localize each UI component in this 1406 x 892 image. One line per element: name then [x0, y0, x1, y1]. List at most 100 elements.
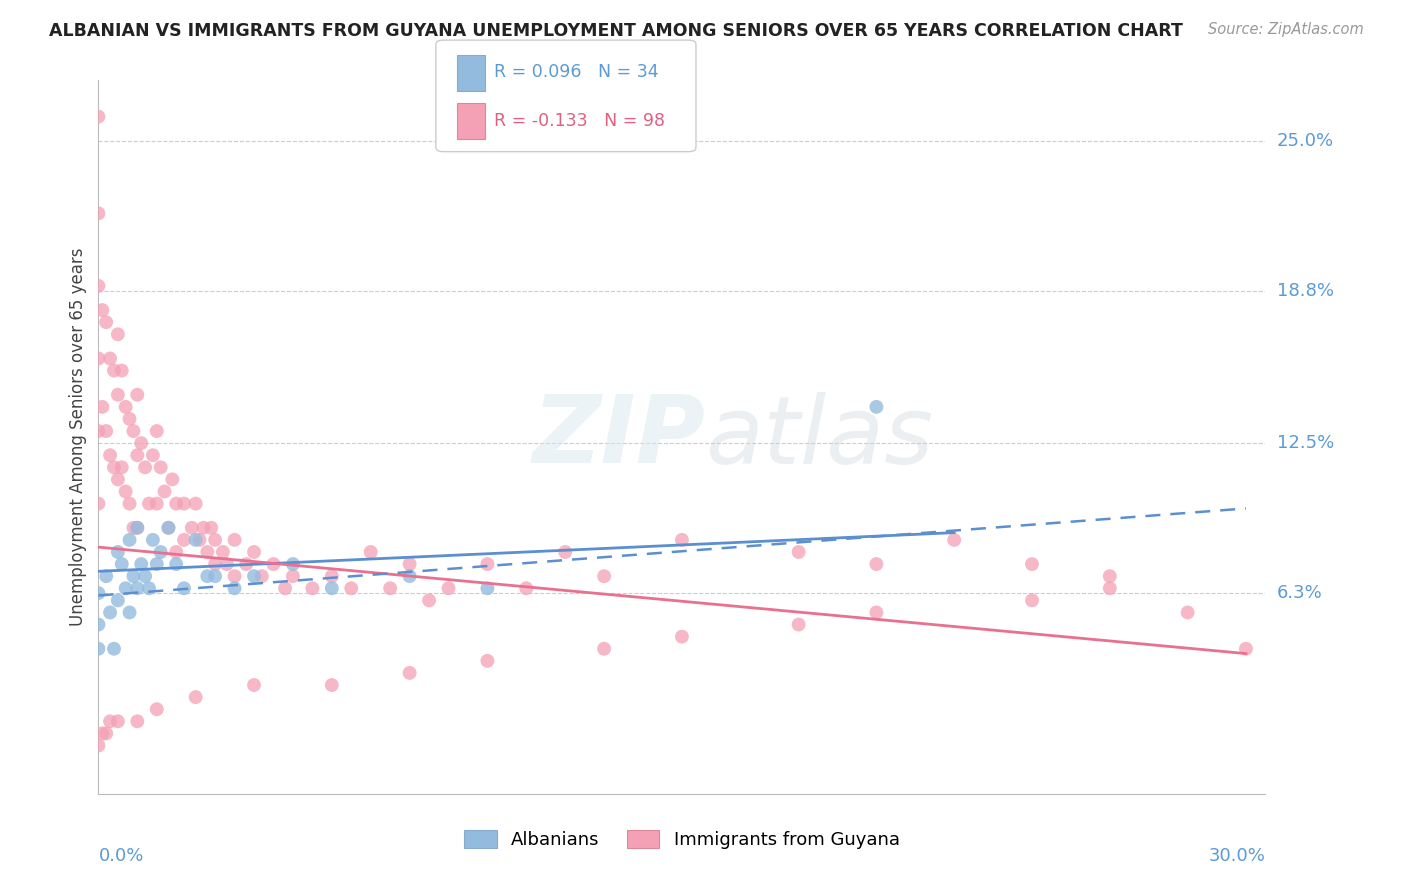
Point — [195, 545, 218, 559]
Point — [142, 448, 165, 462]
Point — [593, 569, 616, 583]
Point — [146, 424, 169, 438]
Point — [554, 545, 576, 559]
Point — [165, 557, 187, 571]
Text: Source: ZipAtlas.com: Source: ZipAtlas.com — [1208, 22, 1364, 37]
Point — [398, 569, 420, 583]
Point — [188, 533, 211, 547]
Point — [96, 726, 118, 740]
Point — [212, 545, 235, 559]
Point — [107, 472, 129, 486]
Point — [98, 448, 121, 462]
Point — [477, 581, 499, 595]
Point — [138, 497, 160, 511]
Point — [224, 569, 246, 583]
Point — [87, 424, 110, 438]
Point — [114, 484, 136, 499]
Point — [87, 497, 110, 511]
Point — [111, 557, 134, 571]
Point — [1234, 641, 1257, 656]
Point — [593, 641, 616, 656]
Point — [122, 424, 145, 438]
Point — [360, 545, 382, 559]
Point — [114, 581, 136, 595]
Point — [96, 424, 118, 438]
Point — [103, 460, 125, 475]
Point — [250, 569, 273, 583]
Point — [477, 557, 499, 571]
Point — [107, 327, 129, 342]
Point — [127, 714, 149, 729]
Point — [149, 545, 172, 559]
Point — [118, 497, 141, 511]
Point — [87, 206, 110, 220]
Point — [103, 363, 125, 377]
Point — [118, 412, 141, 426]
Point — [127, 448, 149, 462]
Point — [243, 569, 266, 583]
Point — [180, 521, 202, 535]
Point — [87, 279, 110, 293]
Point — [129, 557, 152, 571]
Point — [184, 497, 207, 511]
Point — [380, 581, 402, 595]
Point — [98, 351, 121, 366]
Text: 0.0%: 0.0% — [98, 847, 143, 865]
Point — [195, 569, 218, 583]
Point — [165, 545, 187, 559]
Point — [398, 665, 420, 680]
Point — [107, 714, 129, 729]
Point — [1177, 606, 1199, 620]
Point — [281, 557, 304, 571]
Point — [122, 521, 145, 535]
Point — [114, 400, 136, 414]
Point — [235, 557, 257, 571]
Point — [193, 521, 215, 535]
Point — [224, 581, 246, 595]
Point — [146, 702, 169, 716]
Point — [204, 569, 226, 583]
Point — [301, 581, 323, 595]
Text: ALBANIAN VS IMMIGRANTS FROM GUYANA UNEMPLOYMENT AMONG SENIORS OVER 65 YEARS CORR: ALBANIAN VS IMMIGRANTS FROM GUYANA UNEMP… — [49, 22, 1182, 40]
Point — [173, 497, 195, 511]
Point — [149, 460, 172, 475]
Point — [87, 586, 110, 600]
Point — [437, 581, 460, 595]
Point — [87, 739, 110, 753]
Point — [398, 557, 420, 571]
Point — [127, 521, 149, 535]
Point — [146, 497, 169, 511]
Point — [173, 581, 195, 595]
Point — [134, 460, 156, 475]
Text: ZIP: ZIP — [533, 391, 706, 483]
Point — [515, 581, 537, 595]
Point — [173, 533, 195, 547]
Point — [98, 606, 121, 620]
Point — [91, 726, 114, 740]
Point — [153, 484, 176, 499]
Point — [184, 690, 207, 705]
Point — [787, 545, 810, 559]
Point — [91, 400, 114, 414]
Point — [107, 388, 129, 402]
Point — [671, 630, 693, 644]
Point — [204, 557, 226, 571]
Point — [129, 436, 152, 450]
Point — [243, 545, 266, 559]
Point — [1021, 593, 1043, 607]
Point — [87, 641, 110, 656]
Point — [340, 581, 363, 595]
Point — [200, 521, 222, 535]
Point — [142, 533, 165, 547]
Point — [134, 569, 156, 583]
Point — [321, 581, 343, 595]
Text: R = -0.133   N = 98: R = -0.133 N = 98 — [494, 112, 665, 129]
Text: 6.3%: 6.3% — [1277, 584, 1323, 602]
Point — [184, 533, 207, 547]
Point — [87, 110, 110, 124]
Point — [243, 678, 266, 692]
Point — [1098, 581, 1121, 595]
Point — [107, 593, 129, 607]
Text: 25.0%: 25.0% — [1277, 132, 1334, 150]
Legend: Albanians, Immigrants from Guyana: Albanians, Immigrants from Guyana — [457, 822, 907, 856]
